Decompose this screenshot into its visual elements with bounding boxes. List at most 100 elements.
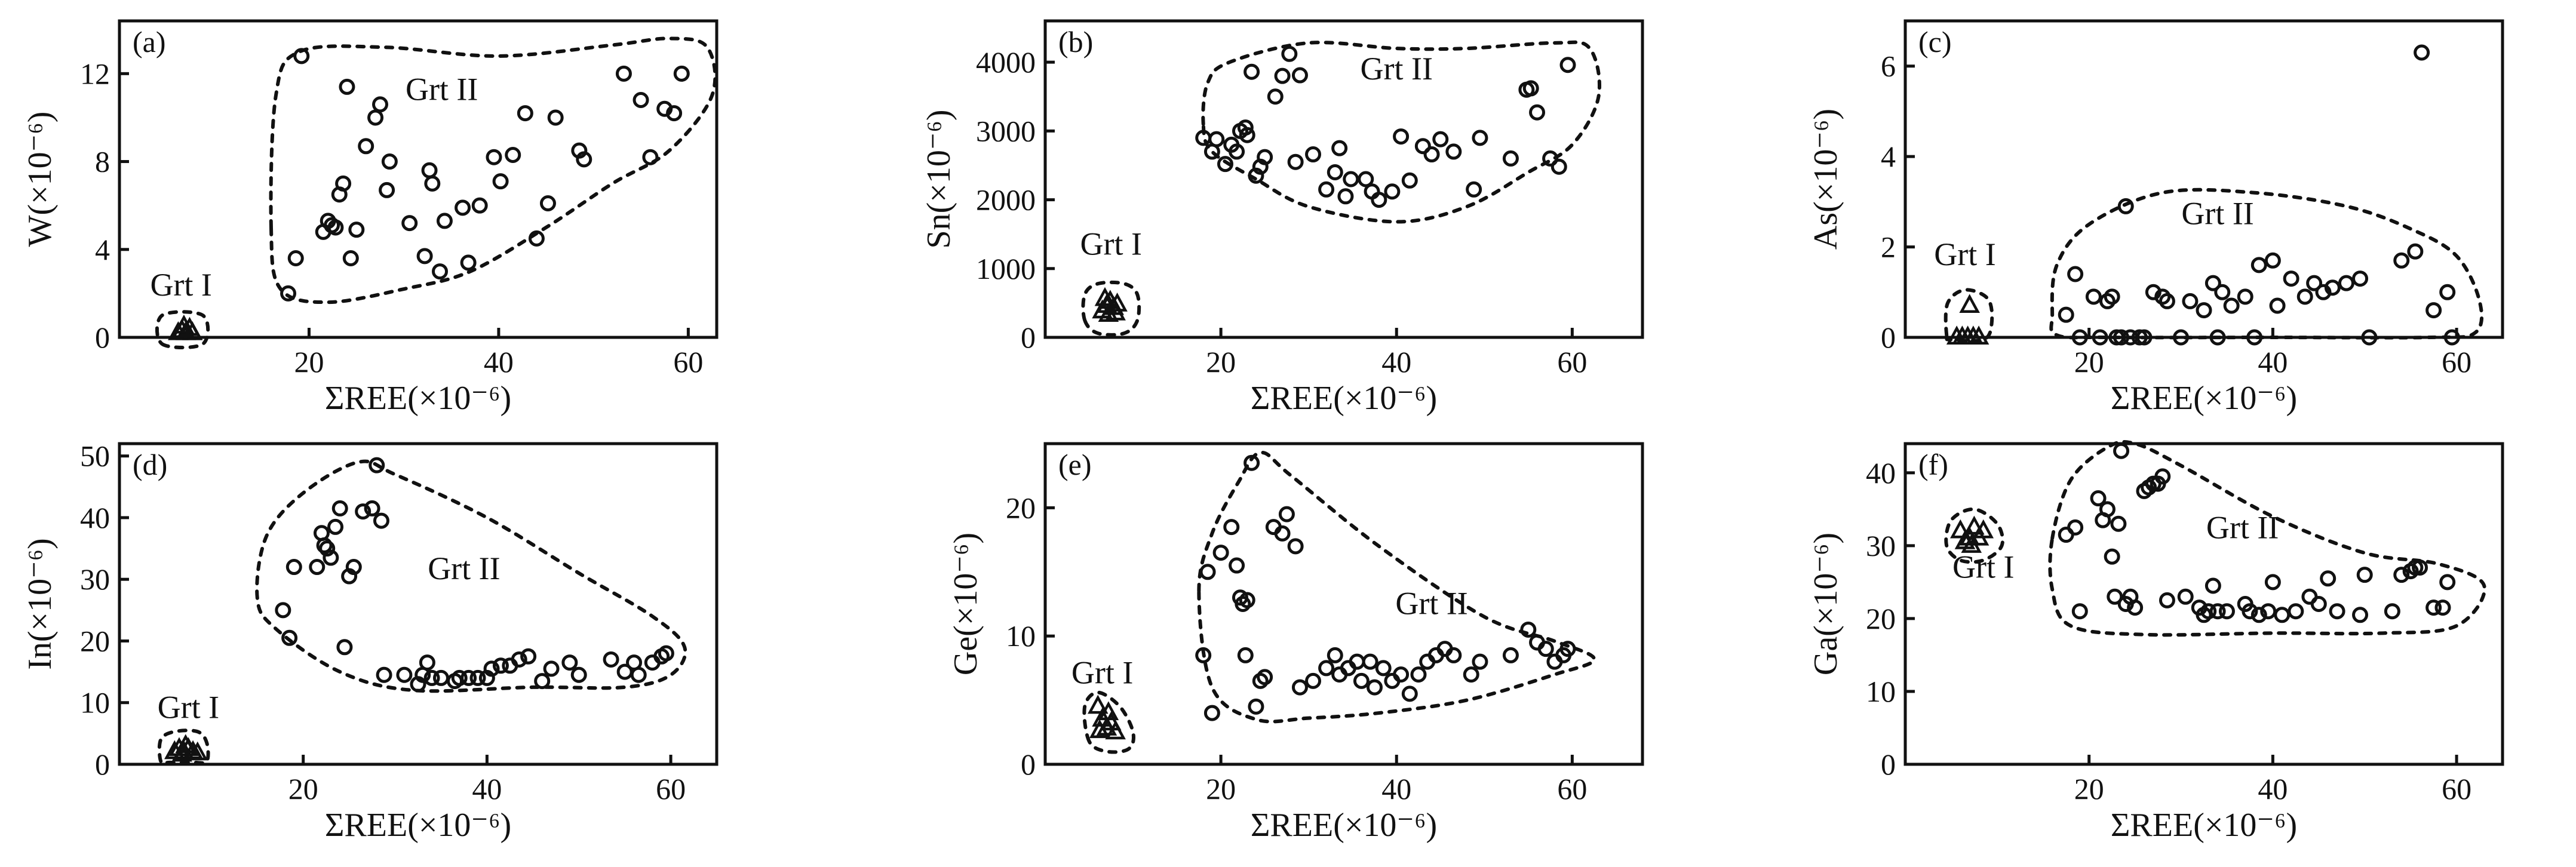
x-tick-label: 60: [656, 772, 686, 805]
data-point: [1401, 172, 1418, 189]
data-point: [1559, 641, 1576, 657]
data-point: [287, 250, 304, 266]
y-tick-label: 0: [95, 321, 110, 354]
data-point: [2113, 442, 2130, 459]
data-point: [1423, 146, 1440, 163]
data-point: [2071, 603, 2088, 620]
data-point: [534, 673, 551, 690]
data-point: [1257, 669, 1273, 685]
data-point: [309, 559, 326, 576]
data-point: [2237, 288, 2253, 305]
data-point: [2288, 603, 2304, 620]
data-point: [280, 285, 297, 302]
data-point: [1239, 592, 1255, 608]
data-point: [483, 660, 500, 677]
group-label: Grt II: [428, 551, 500, 586]
field-outline-grt-ii: [255, 459, 687, 693]
data-point: [1287, 153, 1304, 170]
x-axis-title: ΣREE(×10⁻⁶): [2111, 380, 2297, 417]
data-point: [1287, 538, 1304, 555]
data-point: [1278, 506, 1295, 522]
data-point: [336, 639, 353, 656]
y-tick-label: 12: [80, 57, 110, 90]
data-point: [1291, 679, 1308, 696]
data-point: [633, 92, 649, 108]
data-point: [1343, 171, 1359, 187]
data-point: [1327, 647, 1343, 663]
data-point: [2090, 490, 2107, 507]
data-point: [2283, 270, 2299, 287]
data-point: [171, 742, 192, 762]
x-tick-label: 20: [1206, 772, 1236, 805]
y-tick-label: 10: [1006, 619, 1036, 653]
data-point: [486, 149, 502, 165]
data-point: [2205, 577, 2221, 594]
data-point: [432, 669, 449, 686]
panel-label: (a): [133, 25, 166, 59]
data-point: [2209, 603, 2226, 620]
data-point: [2393, 567, 2410, 583]
group-label: Grt I: [1952, 549, 2014, 585]
chart-panel-0: 20 40 60 0 4 8 12 ΣREE(×10⁻⁶) W(×10⁻⁶) (a) Grt I Gr…: [22, 19, 719, 417]
data-point: [2269, 297, 2286, 314]
data-point: [1529, 104, 1546, 121]
data-point: [1195, 647, 1212, 663]
group-label: Grt II: [2181, 196, 2253, 232]
data-point: [1239, 127, 1255, 143]
y-tick-label: 20: [1866, 602, 1896, 635]
data-point: [342, 250, 359, 266]
data-point: [2361, 329, 2378, 346]
data-point: [293, 48, 310, 64]
data-point: [423, 669, 440, 686]
data-point: [323, 549, 339, 566]
data-point: [1502, 647, 1519, 663]
y-tick-label: 0: [95, 748, 110, 781]
data-point: [2250, 607, 2267, 623]
data-point: [1375, 660, 1392, 677]
data-point: [469, 669, 486, 686]
data-point: [1973, 519, 1994, 539]
data-point: [1466, 181, 1482, 198]
data-point: [505, 147, 521, 164]
data-point: [1950, 519, 1971, 539]
data-point: [1331, 140, 1348, 156]
data-point: [396, 666, 413, 683]
data-point: [460, 669, 477, 686]
y-axis-title: As(×10⁻⁶): [1807, 109, 1844, 250]
data-point: [1522, 80, 1539, 97]
data-point: [2329, 603, 2345, 620]
x-tick-label: 60: [1557, 772, 1587, 805]
y-tick-label: 0: [1021, 748, 1036, 781]
y-axis-title: W(×10⁻⁶): [22, 112, 59, 247]
x-tick-label: 20: [294, 345, 324, 379]
x-axis-title: ΣREE(×10⁻⁶): [1251, 807, 1437, 844]
data-point: [576, 151, 592, 168]
data-point: [2356, 567, 2373, 583]
data-point: [1358, 171, 1374, 187]
data-point: [1353, 672, 1370, 689]
data-point: [281, 629, 298, 646]
panel-label: (e): [1058, 448, 1092, 481]
data-point: [2310, 596, 2327, 612]
y-tick-label: 0: [1021, 321, 1036, 354]
data-point: [345, 559, 362, 576]
data-point: [1542, 150, 1559, 167]
data-point: [1432, 131, 1449, 147]
data-point: [1472, 653, 1488, 670]
plot-frame: [118, 442, 719, 766]
data-point: [2177, 588, 2194, 605]
data-point: [570, 666, 587, 683]
x-tick-label: 40: [2258, 345, 2288, 379]
data-point: [1244, 454, 1260, 471]
y-tick-label: 50: [80, 439, 110, 473]
y-tick-label: 20: [80, 624, 110, 657]
data-point: [2246, 329, 2263, 346]
data-point: [379, 182, 395, 198]
data-point: [451, 669, 468, 686]
y-axis-title: Ge(×10⁻⁶): [947, 533, 984, 675]
data-point: [1472, 130, 1488, 146]
data-point: [1445, 143, 1462, 160]
chart-panel-3: 20 40 60 0 10 20 30 40 50 ΣREE(×10⁻⁶) In(×10⁻⁶) (d)…: [22, 439, 719, 844]
x-axis-title: ΣREE(×10⁻⁶): [2111, 807, 2297, 844]
data-point: [2104, 548, 2120, 565]
